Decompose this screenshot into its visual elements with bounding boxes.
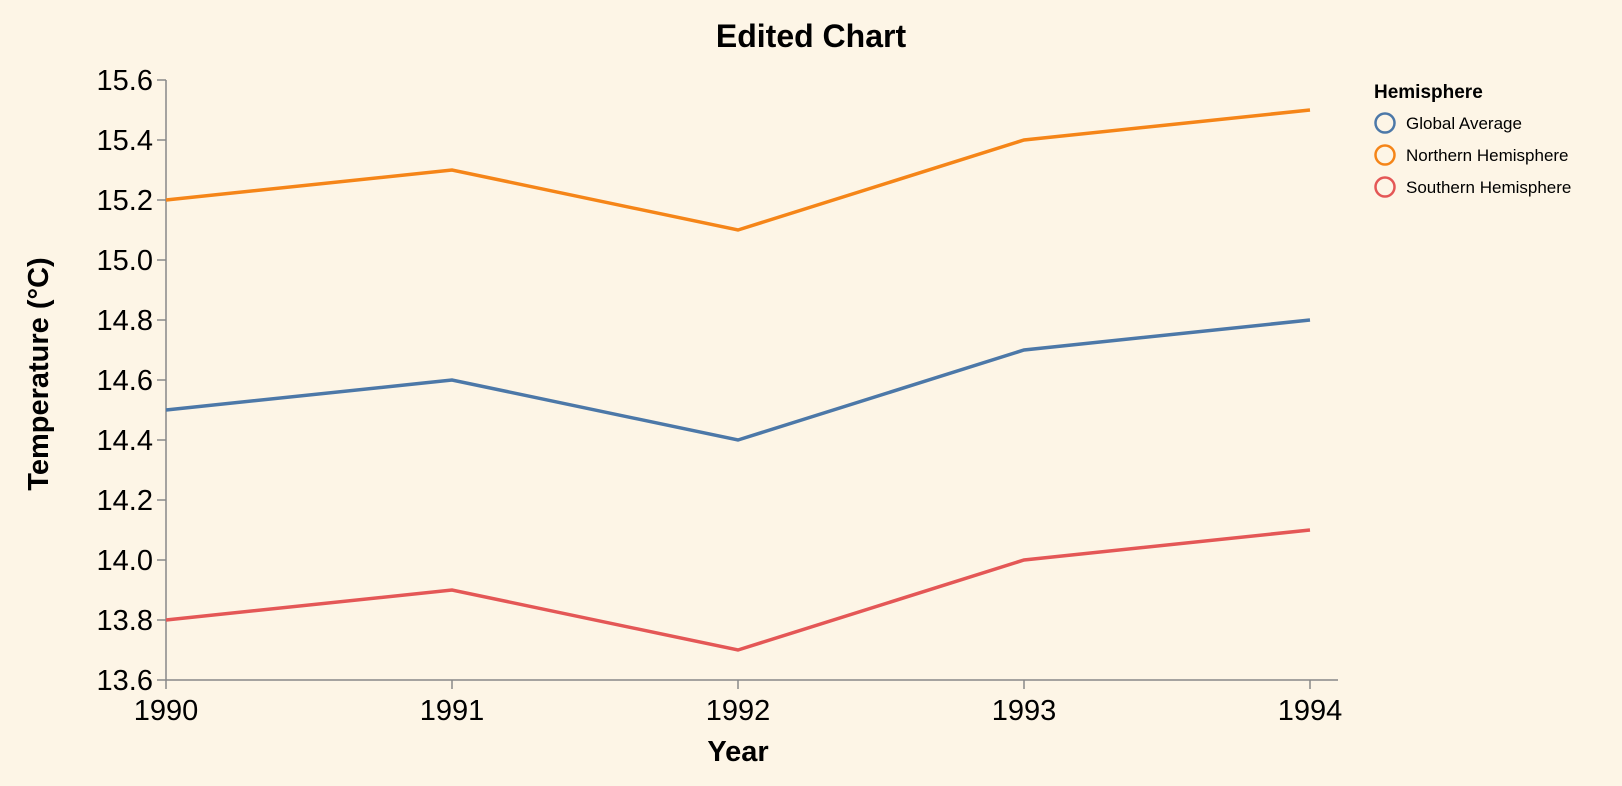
y-tick-label: 14.4 — [97, 425, 153, 457]
x-axis: 1990 1991 1992 1993 1994 — [134, 679, 1343, 727]
y-tick-label: 13.6 — [97, 665, 153, 697]
legend-symbol-northern-hemisphere — [1374, 144, 1396, 166]
x-tick-label: 1991 — [420, 695, 485, 727]
y-tick-label: 14.8 — [97, 305, 153, 337]
y-tick-label: 13.8 — [97, 605, 153, 637]
x-tick-label: 1994 — [1278, 695, 1343, 727]
y-tick-label: 15.0 — [97, 245, 153, 277]
legend: Hemisphere Global Average Northern Hemisp… — [1374, 82, 1571, 198]
y-tick-label: 15.6 — [97, 65, 153, 97]
series-line-global-average — [165, 318, 1311, 442]
y-tick-label: 15.4 — [97, 125, 153, 157]
x-tick-label: 1992 — [706, 695, 771, 727]
y-axis-title: Temperature (°C) — [23, 257, 55, 490]
x-tick-label: 1993 — [992, 695, 1057, 727]
y-tick-label: 14.2 — [97, 485, 153, 517]
legend-label-global-average: Global Average — [1406, 114, 1522, 133]
legend-label-northern-hemisphere: Northern Hemisphere — [1406, 146, 1569, 165]
series-lines — [165, 108, 1311, 652]
y-tick-label: 14.6 — [97, 365, 153, 397]
legend-title: Hemisphere — [1374, 82, 1483, 103]
chart-title: Edited Chart — [716, 18, 907, 54]
y-tick-label: 14.0 — [97, 545, 153, 577]
x-tick-label: 1990 — [134, 695, 199, 727]
x-axis-title: Year — [707, 736, 768, 768]
y-axis: 13.6 13.8 14.0 14.2 14.4 14.6 14.8 15.0 15.2 15.4… — [97, 65, 167, 697]
series-line-northern-hemisphere — [165, 108, 1311, 232]
y-tick-label: 15.2 — [97, 185, 153, 217]
legend-label-southern-hemisphere: Southern Hemisphere — [1406, 178, 1571, 197]
legend-symbol-global-average — [1374, 112, 1396, 134]
series-line-southern-hemisphere — [165, 528, 1311, 652]
legend-symbol-southern-hemisphere — [1374, 176, 1396, 198]
